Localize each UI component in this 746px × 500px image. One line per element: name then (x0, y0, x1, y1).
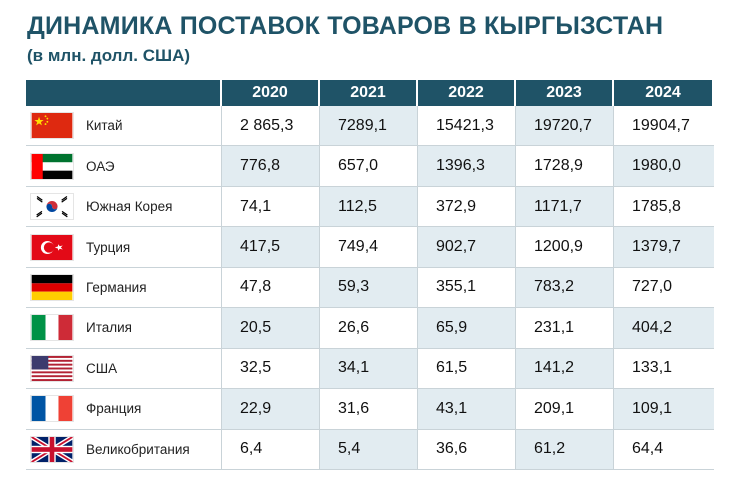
value-cell: 1379,7 (614, 227, 714, 268)
value-cell: 65,9 (418, 308, 516, 349)
value-cell: 231,1 (516, 308, 614, 349)
uk-flag-icon (30, 435, 74, 463)
value-cell: 2 865,3 (222, 106, 320, 147)
supply-table: 2020 2021 2022 2023 2024 Китай 2 865,3 7… (26, 80, 714, 470)
country-cell: Южная Корея (26, 186, 222, 228)
country-cell: Франция (26, 389, 222, 430)
country-name: Германия (86, 279, 147, 295)
value-cell: 5,4 (320, 429, 418, 470)
value-cell: 34,1 (320, 348, 418, 390)
country-name: Южная Корея (86, 199, 173, 215)
value-cell: 657,0 (320, 146, 418, 187)
value-cell: 15421,3 (418, 106, 516, 147)
country-cell: Италия (26, 308, 222, 349)
uae-flag-icon (30, 152, 74, 180)
country-name: Великобритания (86, 441, 190, 457)
page-title: ДИНАМИКА ПОСТАВОК ТОВАРОВ В КЫРГЫЗСТАН (27, 12, 664, 40)
value-cell: 59,3 (320, 267, 418, 309)
value-cell: 1396,3 (418, 146, 516, 187)
country-cell: США (26, 348, 222, 390)
china-flag-icon (30, 112, 74, 140)
value-cell: 20,5 (222, 308, 320, 349)
header-year: 2021 (320, 80, 418, 106)
value-cell: 141,2 (516, 348, 614, 390)
value-cell: 404,2 (614, 308, 714, 349)
value-cell: 74,1 (222, 186, 320, 228)
country-cell: Китай (26, 106, 222, 147)
value-cell: 1171,7 (516, 186, 614, 228)
country-name: США (86, 360, 118, 376)
value-cell: 31,6 (320, 389, 418, 430)
value-cell: 19720,7 (516, 106, 614, 147)
value-cell: 372,9 (418, 186, 516, 228)
country-name: Франция (86, 401, 142, 417)
value-cell: 6,4 (222, 429, 320, 470)
value-cell: 22,9 (222, 389, 320, 430)
value-cell: 61,5 (418, 348, 516, 390)
header-year: 2024 (614, 80, 714, 106)
value-cell: 7289,1 (320, 106, 418, 147)
value-cell: 26,6 (320, 308, 418, 349)
value-cell: 133,1 (614, 348, 714, 390)
usa-flag-icon (30, 354, 74, 382)
country-name: Италия (86, 320, 132, 336)
value-cell: 727,0 (614, 267, 714, 309)
value-cell: 902,7 (418, 227, 516, 268)
value-cell: 1728,9 (516, 146, 614, 187)
header-year: 2023 (516, 80, 614, 106)
value-cell: 1200,9 (516, 227, 614, 268)
germany-flag-icon (30, 273, 74, 301)
value-cell: 36,6 (418, 429, 516, 470)
header-blank (26, 80, 222, 106)
header-year: 2022 (418, 80, 516, 106)
value-cell: 417,5 (222, 227, 320, 268)
country-cell: ОАЭ (26, 146, 222, 187)
page-subtitle: (в млн. долл. США) (27, 46, 191, 65)
value-cell: 783,2 (516, 267, 614, 309)
value-cell: 749,4 (320, 227, 418, 268)
italy-flag-icon (30, 314, 74, 342)
value-cell: 112,5 (320, 186, 418, 228)
value-cell: 47,8 (222, 267, 320, 309)
value-cell: 32,5 (222, 348, 320, 390)
country-cell: Великобритания (26, 429, 222, 470)
turkey-flag-icon (30, 233, 74, 261)
value-cell: 19904,7 (614, 106, 714, 147)
value-cell: 61,2 (516, 429, 614, 470)
value-cell: 355,1 (418, 267, 516, 309)
france-flag-icon (30, 395, 74, 423)
value-cell: 1980,0 (614, 146, 714, 187)
value-cell: 109,1 (614, 389, 714, 430)
country-cell: Турция (26, 227, 222, 268)
value-cell: 776,8 (222, 146, 320, 187)
value-cell: 1785,8 (614, 186, 714, 228)
value-cell: 209,1 (516, 389, 614, 430)
country-name: Китай (86, 118, 123, 134)
country-name: Турция (86, 239, 131, 255)
country-cell: Германия (26, 267, 222, 309)
country-name: ОАЭ (86, 158, 115, 174)
south-korea-flag-icon (30, 193, 74, 221)
header-year: 2020 (222, 80, 320, 106)
value-cell: 64,4 (614, 429, 714, 470)
value-cell: 43,1 (418, 389, 516, 430)
